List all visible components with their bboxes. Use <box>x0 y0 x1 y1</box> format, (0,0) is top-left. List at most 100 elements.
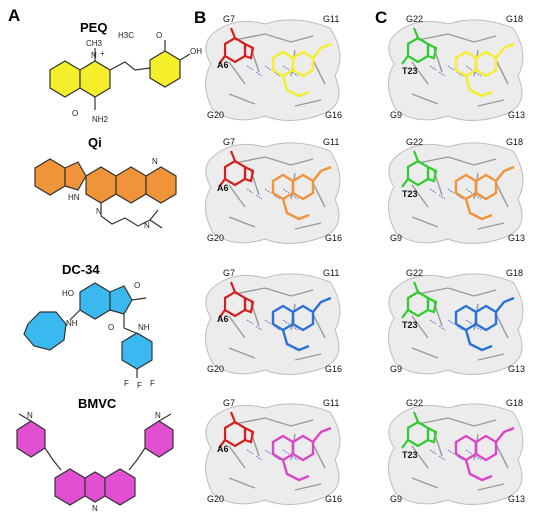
guanine-stick <box>312 443 326 469</box>
residue-label-bottom-left: G9 <box>390 110 403 120</box>
guanine-stick <box>312 313 326 339</box>
peq-ring-2 <box>79 60 111 98</box>
ligand-sticks <box>454 165 515 221</box>
qi-hn: HN <box>68 193 80 202</box>
guanine-stick <box>234 33 266 41</box>
hbond-dash <box>456 71 464 77</box>
guanine-stick <box>290 289 314 297</box>
guanine-stick <box>495 443 509 469</box>
dc34-nh2: NH <box>138 323 150 332</box>
b-panel-row-4: G7 G11 G20 G16 A6 <box>195 398 360 513</box>
guanine-stick <box>228 184 246 208</box>
guanine-stick <box>294 99 322 107</box>
hbond-dash <box>264 449 272 455</box>
peq-plus: + <box>100 49 105 58</box>
guanine-stick <box>290 419 314 427</box>
dc34-f2: F <box>137 381 142 390</box>
residue-label-a6: A6 <box>217 444 229 454</box>
hbond-dash <box>456 194 464 200</box>
peq-o2: O <box>156 31 162 40</box>
hbond-dash <box>246 188 254 194</box>
guanine-stick <box>411 184 429 208</box>
qi-nplus: N <box>152 157 158 166</box>
panel-label-b: B <box>194 8 207 27</box>
hbond-dash <box>429 319 437 325</box>
residue-label-a6: A6 <box>217 60 229 70</box>
residue-label-bottom-right: G13 <box>508 364 526 374</box>
c-panel-row-2: G22 G18 G9 G13 T23 <box>378 137 543 252</box>
hbond-dash <box>429 449 437 455</box>
guanine-stick <box>312 59 326 85</box>
c-panel-row-1: G22 G18 G9 G13 T23 <box>378 14 543 129</box>
residue-label-bottom-left: G20 <box>207 233 225 243</box>
hbond-dash <box>273 325 281 331</box>
guanine-stick <box>228 347 256 359</box>
residue-label-top-left: G7 <box>223 268 236 278</box>
hbond-dash <box>447 65 455 71</box>
bmvc-n2: N <box>155 411 161 420</box>
residue-label-bottom-right: G16 <box>325 494 343 504</box>
hbond-dash <box>246 319 254 325</box>
guanine-stick <box>411 61 429 85</box>
residue-label-top-right: G18 <box>506 398 524 408</box>
hbond-dash <box>291 325 299 331</box>
peq-ring-1 <box>49 60 81 98</box>
b-surface-svg <box>205 273 341 375</box>
hbond-dash <box>465 188 473 194</box>
molecule-name-bmvc: BMVC <box>78 396 117 411</box>
hbond-dash <box>246 449 254 455</box>
guanine-stick <box>411 315 429 339</box>
guanine-stick <box>473 35 497 43</box>
ligand-sticks <box>454 426 515 482</box>
residue-label-bottom-right: G13 <box>508 233 526 243</box>
qi-n2: N <box>144 221 150 230</box>
qi-structure: HN N N N <box>34 157 177 230</box>
residue-label-t23: T23 <box>402 66 418 76</box>
guanine-stick <box>473 419 497 427</box>
residue-label-top-left: G22 <box>406 137 424 147</box>
hbond-dash <box>264 188 272 194</box>
residue-label-top-left: G7 <box>223 137 236 147</box>
b-panel-row-2: G7 G11 G20 G16 A6 <box>195 137 360 252</box>
dc34-o: O <box>134 281 140 290</box>
guanine-stick <box>228 477 256 489</box>
a6-nucleotide <box>218 27 255 65</box>
guanine-stick <box>473 158 497 166</box>
residue-label-bottom-left: G9 <box>390 494 403 504</box>
dc34-structure: HO O NH O NH F F F <box>23 281 155 390</box>
ligand-sticks <box>271 42 332 98</box>
hbond-dash <box>255 455 263 461</box>
residue-label-a6: A6 <box>217 183 229 193</box>
hbond-dash <box>465 449 473 455</box>
dc34-o2: O <box>108 323 114 332</box>
guanine-stick <box>228 445 246 469</box>
hbond-dash <box>465 319 473 325</box>
guanine-stick <box>477 353 505 361</box>
b-panel-row-1: G7 G11 G20 G16 A6 <box>195 14 360 129</box>
t23-nucleotide <box>401 281 438 319</box>
c-surface-svg <box>388 142 524 244</box>
guanine-stick <box>473 289 497 297</box>
hbond-dash <box>246 65 254 71</box>
bmvc-structure: N N N <box>16 411 174 513</box>
ligand-sticks <box>454 42 515 98</box>
guanine-stick <box>264 156 292 166</box>
guanine-stick <box>294 483 322 491</box>
molecule-name-qi: Qi <box>88 135 102 150</box>
hbond-dash <box>291 455 299 461</box>
hbond-dash <box>255 194 263 200</box>
peq-ch3: CH3 <box>86 39 103 48</box>
residue-label-top-left: G22 <box>406 398 424 408</box>
residue-label-bottom-left: G20 <box>207 364 225 374</box>
b-surface-svg <box>205 19 341 121</box>
hbond-dash <box>282 319 290 325</box>
molecule-name-peq: PEQ <box>80 20 108 35</box>
dc34-ho: HO <box>62 289 74 298</box>
residue-label-bottom-right: G13 <box>508 494 526 504</box>
peq-structure: N CH3 + O NH2 H3C O OH <box>49 31 202 124</box>
residue-label-top-left: G7 <box>223 398 236 408</box>
bmvc-nh: N <box>92 504 98 513</box>
guanine-stick <box>411 445 429 469</box>
guanine-stick <box>228 216 256 228</box>
c-surface-svg <box>388 19 524 121</box>
